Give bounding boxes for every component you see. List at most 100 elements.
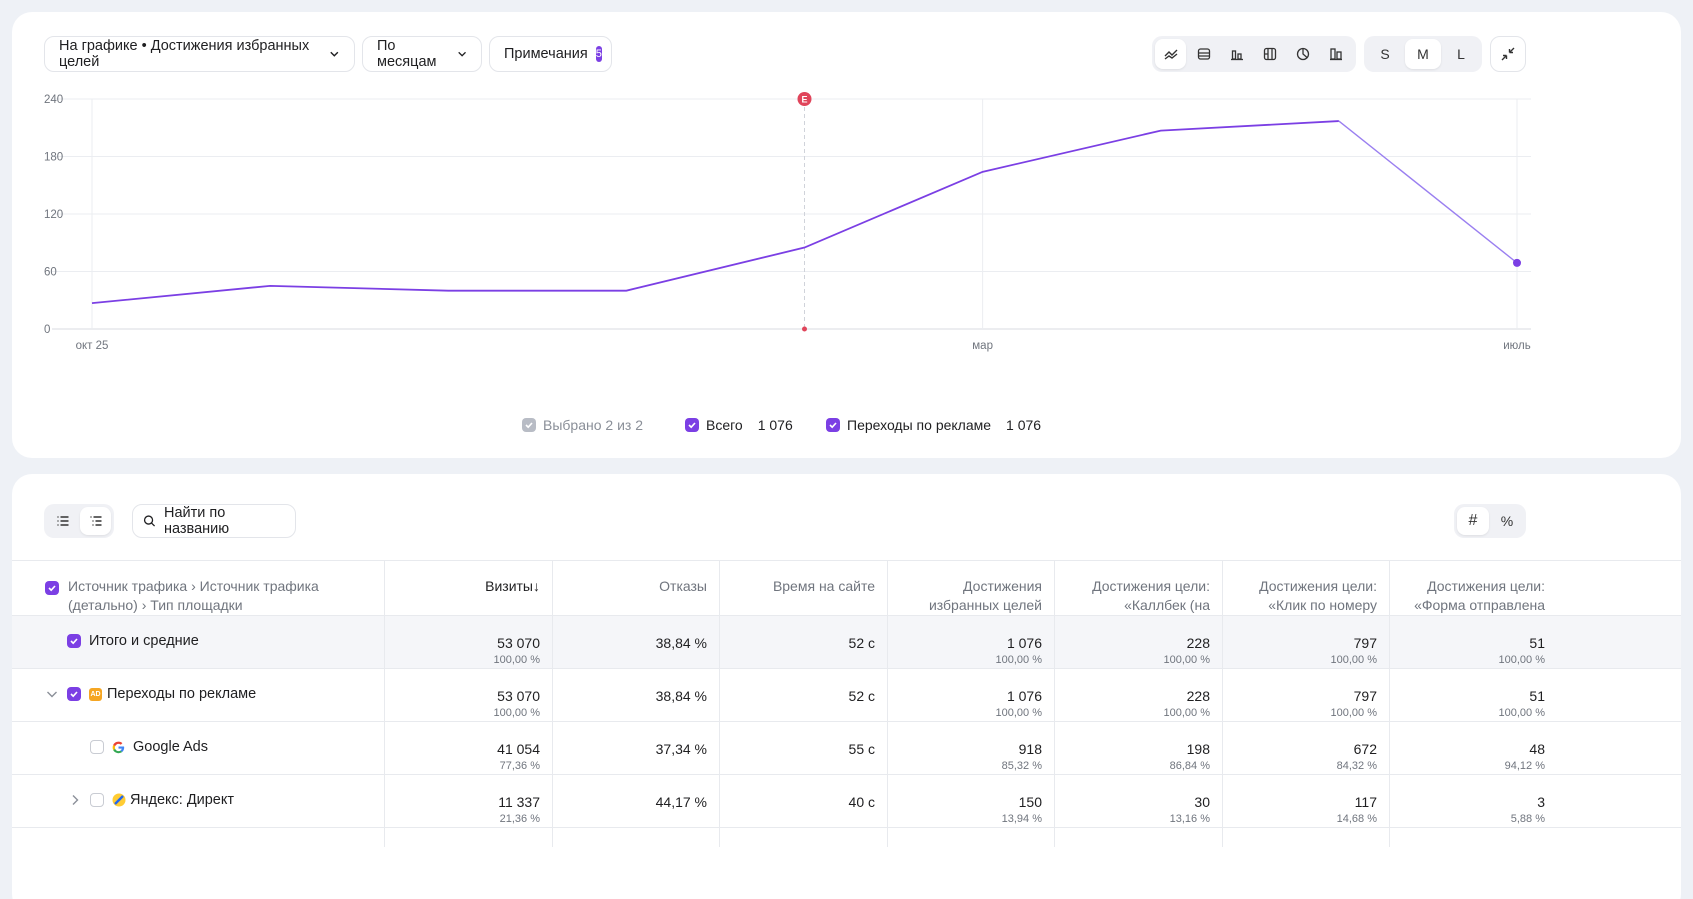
line-chart: 0 60 120 180 240 окт 25 мар июль E xyxy=(44,92,1531,352)
y-tick-label: 120 xyxy=(44,209,63,221)
row-checkbox[interactable] xyxy=(67,687,81,701)
cell-visits: 41 054 77,36 % xyxy=(384,722,552,774)
legend-item-total[interactable]: Всего 1 076 xyxy=(685,417,793,433)
dimension-header-label: Источник трафика › Источник трафика (дет… xyxy=(68,578,319,613)
column-header-fav-goals[interactable]: Достижения избранных целей xyxy=(887,561,1054,654)
legend-item-label: Переходы по рекламе xyxy=(847,417,992,433)
tree-list-icon[interactable] xyxy=(80,507,111,535)
cell-bounces: 38,84 % xyxy=(552,616,719,668)
table-row: Google Ads 41 054 77,36 % 37,34 % 55 с 91… xyxy=(12,721,1681,774)
row-label: Яндекс: Директ xyxy=(130,792,235,808)
checkbox-checked-icon xyxy=(826,418,840,432)
stacked-bar-icon[interactable] xyxy=(1254,39,1285,69)
chevron-down-icon[interactable] xyxy=(45,687,59,701)
dimension-header-cell: Источник трафика › Источник трафика (дет… xyxy=(12,561,384,654)
row-label: Google Ads xyxy=(133,739,208,755)
notes-count-badge: 5 xyxy=(595,46,602,62)
cell-time: 40 с xyxy=(719,775,887,827)
notes-label: Примечания xyxy=(504,46,588,62)
flat-list-icon[interactable] xyxy=(47,507,78,535)
notes-button[interactable]: Примечания 5 xyxy=(489,36,612,72)
column-header-time[interactable]: Время на сайте xyxy=(719,561,887,654)
table-row: AD Переходы по рекламе 53 070 100,00 % 38… xyxy=(12,668,1681,721)
column-header-bounces[interactable]: Отказы xyxy=(552,561,719,654)
legend-item-value: 1 076 xyxy=(1006,417,1042,433)
stacked-area-icon[interactable] xyxy=(1188,39,1219,69)
x-tick-label: мар xyxy=(972,340,993,352)
column-chart-icon[interactable] xyxy=(1320,39,1351,69)
legend-selected-label: Выбрано 2 из 2 xyxy=(543,417,643,433)
yandex-direct-icon xyxy=(112,793,126,807)
cell-bounces: 38,84 % xyxy=(552,669,719,721)
cell-callback: 228 100,00 % xyxy=(1054,669,1222,721)
column-header-label: Время на сайте xyxy=(772,578,875,594)
y-tick-label: 60 xyxy=(44,267,57,279)
x-tick-label: июль xyxy=(1503,340,1531,352)
cell-fav-goals: 1 076 100,00 % xyxy=(887,669,1054,721)
collapse-button[interactable] xyxy=(1490,36,1526,72)
series-endpoint xyxy=(1513,258,1521,267)
column-header-label: Визиты xyxy=(485,578,533,594)
chart-metric-select[interactable]: На графике • Достижения избранных целей xyxy=(44,36,355,72)
absolute-values-button[interactable]: # xyxy=(1457,507,1489,535)
row-label-cell: AD Переходы по рекламе xyxy=(12,669,384,721)
column-header-label: Достижения избранных целей xyxy=(928,578,1042,613)
period-select[interactable]: По месяцам xyxy=(362,36,482,72)
chart-type-switcher xyxy=(1152,36,1356,72)
chart-metric-select-label: На графике • Достижения избранных целей xyxy=(59,38,310,70)
cell-fav-goals: 150 13,94 % xyxy=(887,775,1054,827)
chevron-right-icon[interactable] xyxy=(68,793,82,807)
y-tick-label: 180 xyxy=(44,152,63,164)
cell-form-sent: 51 100,00 % xyxy=(1389,669,1557,721)
table-card: Найти по названию # % Источник трафика ›… xyxy=(12,474,1681,899)
sort-desc-icon: ↓ xyxy=(533,578,540,594)
search-field[interactable]: Найти по названию xyxy=(132,504,296,538)
cell-callback: 228 100,00 % xyxy=(1054,616,1222,668)
y-tick-label: 240 xyxy=(44,94,63,106)
column-header-label: Отказы xyxy=(659,578,707,594)
row-label-cell: Google Ads xyxy=(12,722,384,774)
annotation-point xyxy=(802,326,807,332)
row-checkbox[interactable] xyxy=(67,634,81,648)
checkbox-checked-icon xyxy=(685,418,699,432)
cell-visits: 11 337 21,36 % xyxy=(384,775,552,827)
legend-item-label: Всего xyxy=(706,417,743,433)
size-m-button[interactable]: M xyxy=(1405,39,1441,69)
cell-bounces: 44,17 % xyxy=(552,775,719,827)
annotation-label: E xyxy=(801,95,807,105)
table-row-totals: Итого и средние 53 070 100,00 % 38,84 % 5… xyxy=(12,615,1681,668)
chart-card: На графике • Достижения избранных целей … xyxy=(12,12,1681,458)
table-header: Источник трафика › Источник трафика (дет… xyxy=(12,560,1681,654)
row-checkbox[interactable] xyxy=(90,793,104,807)
pie-chart-icon[interactable] xyxy=(1287,39,1318,69)
bar-chart-icon[interactable] xyxy=(1221,39,1252,69)
view-mode-switcher xyxy=(44,504,114,538)
search-placeholder: Найти по названию xyxy=(163,505,230,537)
row-label: Переходы по рекламе xyxy=(107,686,257,702)
checkbox-checked-icon xyxy=(522,418,536,432)
column-header-visits[interactable]: Визиты↓ xyxy=(384,561,552,654)
cell-phone-click: 797 100,00 % xyxy=(1222,669,1389,721)
table-row: Яндекс: Директ 11 337 21,36 % 44,17 % 40 … xyxy=(12,774,1681,827)
size-switcher: S M L xyxy=(1364,36,1482,72)
row-label-cell: Яндекс: Директ xyxy=(12,775,384,827)
search-icon xyxy=(143,515,156,527)
row-checkbox[interactable] xyxy=(90,740,104,754)
collapse-icon xyxy=(1501,47,1515,61)
chevron-down-icon xyxy=(458,51,466,57)
size-l-button[interactable]: L xyxy=(1457,46,1465,62)
row-label: Итого и средние xyxy=(89,633,199,649)
cell-form-sent: 48 94,12 % xyxy=(1389,722,1557,774)
line-chart-icon[interactable] xyxy=(1155,39,1186,69)
series-line xyxy=(91,120,1339,305)
cell-time: 55 с xyxy=(719,722,887,774)
cell-callback: 30 13,16 % xyxy=(1054,775,1222,827)
cell-phone-click: 117 14,68 % xyxy=(1222,775,1389,827)
cell-form-sent: 3 5,88 % xyxy=(1389,775,1557,827)
percent-values-button[interactable]: % xyxy=(1500,513,1514,529)
legend-selected[interactable]: Выбрано 2 из 2 xyxy=(522,417,643,433)
legend-item-ads[interactable]: Переходы по рекламе 1 076 xyxy=(826,417,1041,433)
size-s-button[interactable]: S xyxy=(1380,46,1390,62)
row-label-cell: Итого и средние xyxy=(12,616,384,668)
select-all-checkbox[interactable] xyxy=(45,580,59,596)
